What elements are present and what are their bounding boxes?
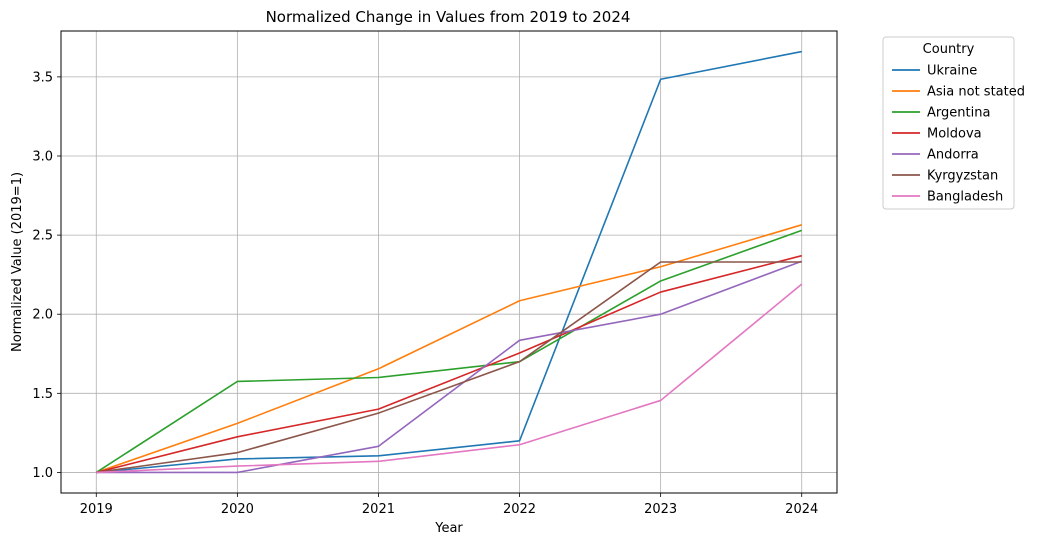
x-tick-label: 2021	[362, 502, 395, 517]
series-line-argentina	[95, 229, 803, 474]
series-lines	[95, 50, 803, 474]
series-line-ukraine	[96, 50, 802, 474]
legend-label: Argentina	[927, 106, 990, 121]
legend-label: Kyrgyzstan	[927, 169, 998, 184]
y-axis-ticks: 1.0 1.5 2.0 2.5 3.0 3.5	[32, 70, 61, 481]
y-tick-label: 1.5	[32, 387, 53, 402]
series-line-bangladesh	[96, 283, 803, 474]
y-tick-label: 2.5	[32, 229, 53, 244]
legend-label: Bangladesh	[927, 190, 1003, 205]
plot-frame	[60, 30, 838, 494]
x-axis-label: Year	[434, 521, 463, 536]
chart-title: Normalized Change in Values from 2019 to…	[266, 8, 631, 26]
series-line-asia-not-stated	[96, 224, 802, 474]
legend-title: Country	[923, 42, 975, 57]
x-tick-label: 2020	[221, 502, 254, 517]
x-tick-label: 2023	[644, 502, 677, 517]
legend-label: Moldova	[927, 127, 982, 142]
legend-label: Andorra	[927, 148, 979, 163]
y-tick-label: 3.0	[32, 149, 53, 164]
x-tick-label: 2024	[785, 502, 818, 517]
legend: Country Ukraine Asia not stated Argentina M…	[882, 36, 1025, 210]
x-tick-label: 2022	[503, 502, 536, 517]
legend-label: Ukraine	[927, 64, 977, 79]
series-line-andorra	[96, 260, 803, 474]
x-tick-label: 2019	[80, 502, 113, 517]
y-axis-label: Normalized Value (2019=1)	[10, 172, 25, 352]
x-axis-ticks: 2019 2020 2021 2022 2023 2024	[80, 493, 818, 517]
y-tick-label: 2.0	[32, 308, 53, 323]
y-tick-label: 1.0	[32, 466, 53, 481]
legend-items: Ukraine Asia not stated Argentina Moldova An…	[892, 64, 1025, 205]
y-tick-label: 3.5	[32, 70, 53, 85]
legend-label: Asia not stated	[927, 85, 1025, 100]
series-line-kyrgyzstan	[96, 261, 802, 474]
series-line-moldova	[96, 254, 802, 474]
legend-box	[882, 36, 1015, 210]
